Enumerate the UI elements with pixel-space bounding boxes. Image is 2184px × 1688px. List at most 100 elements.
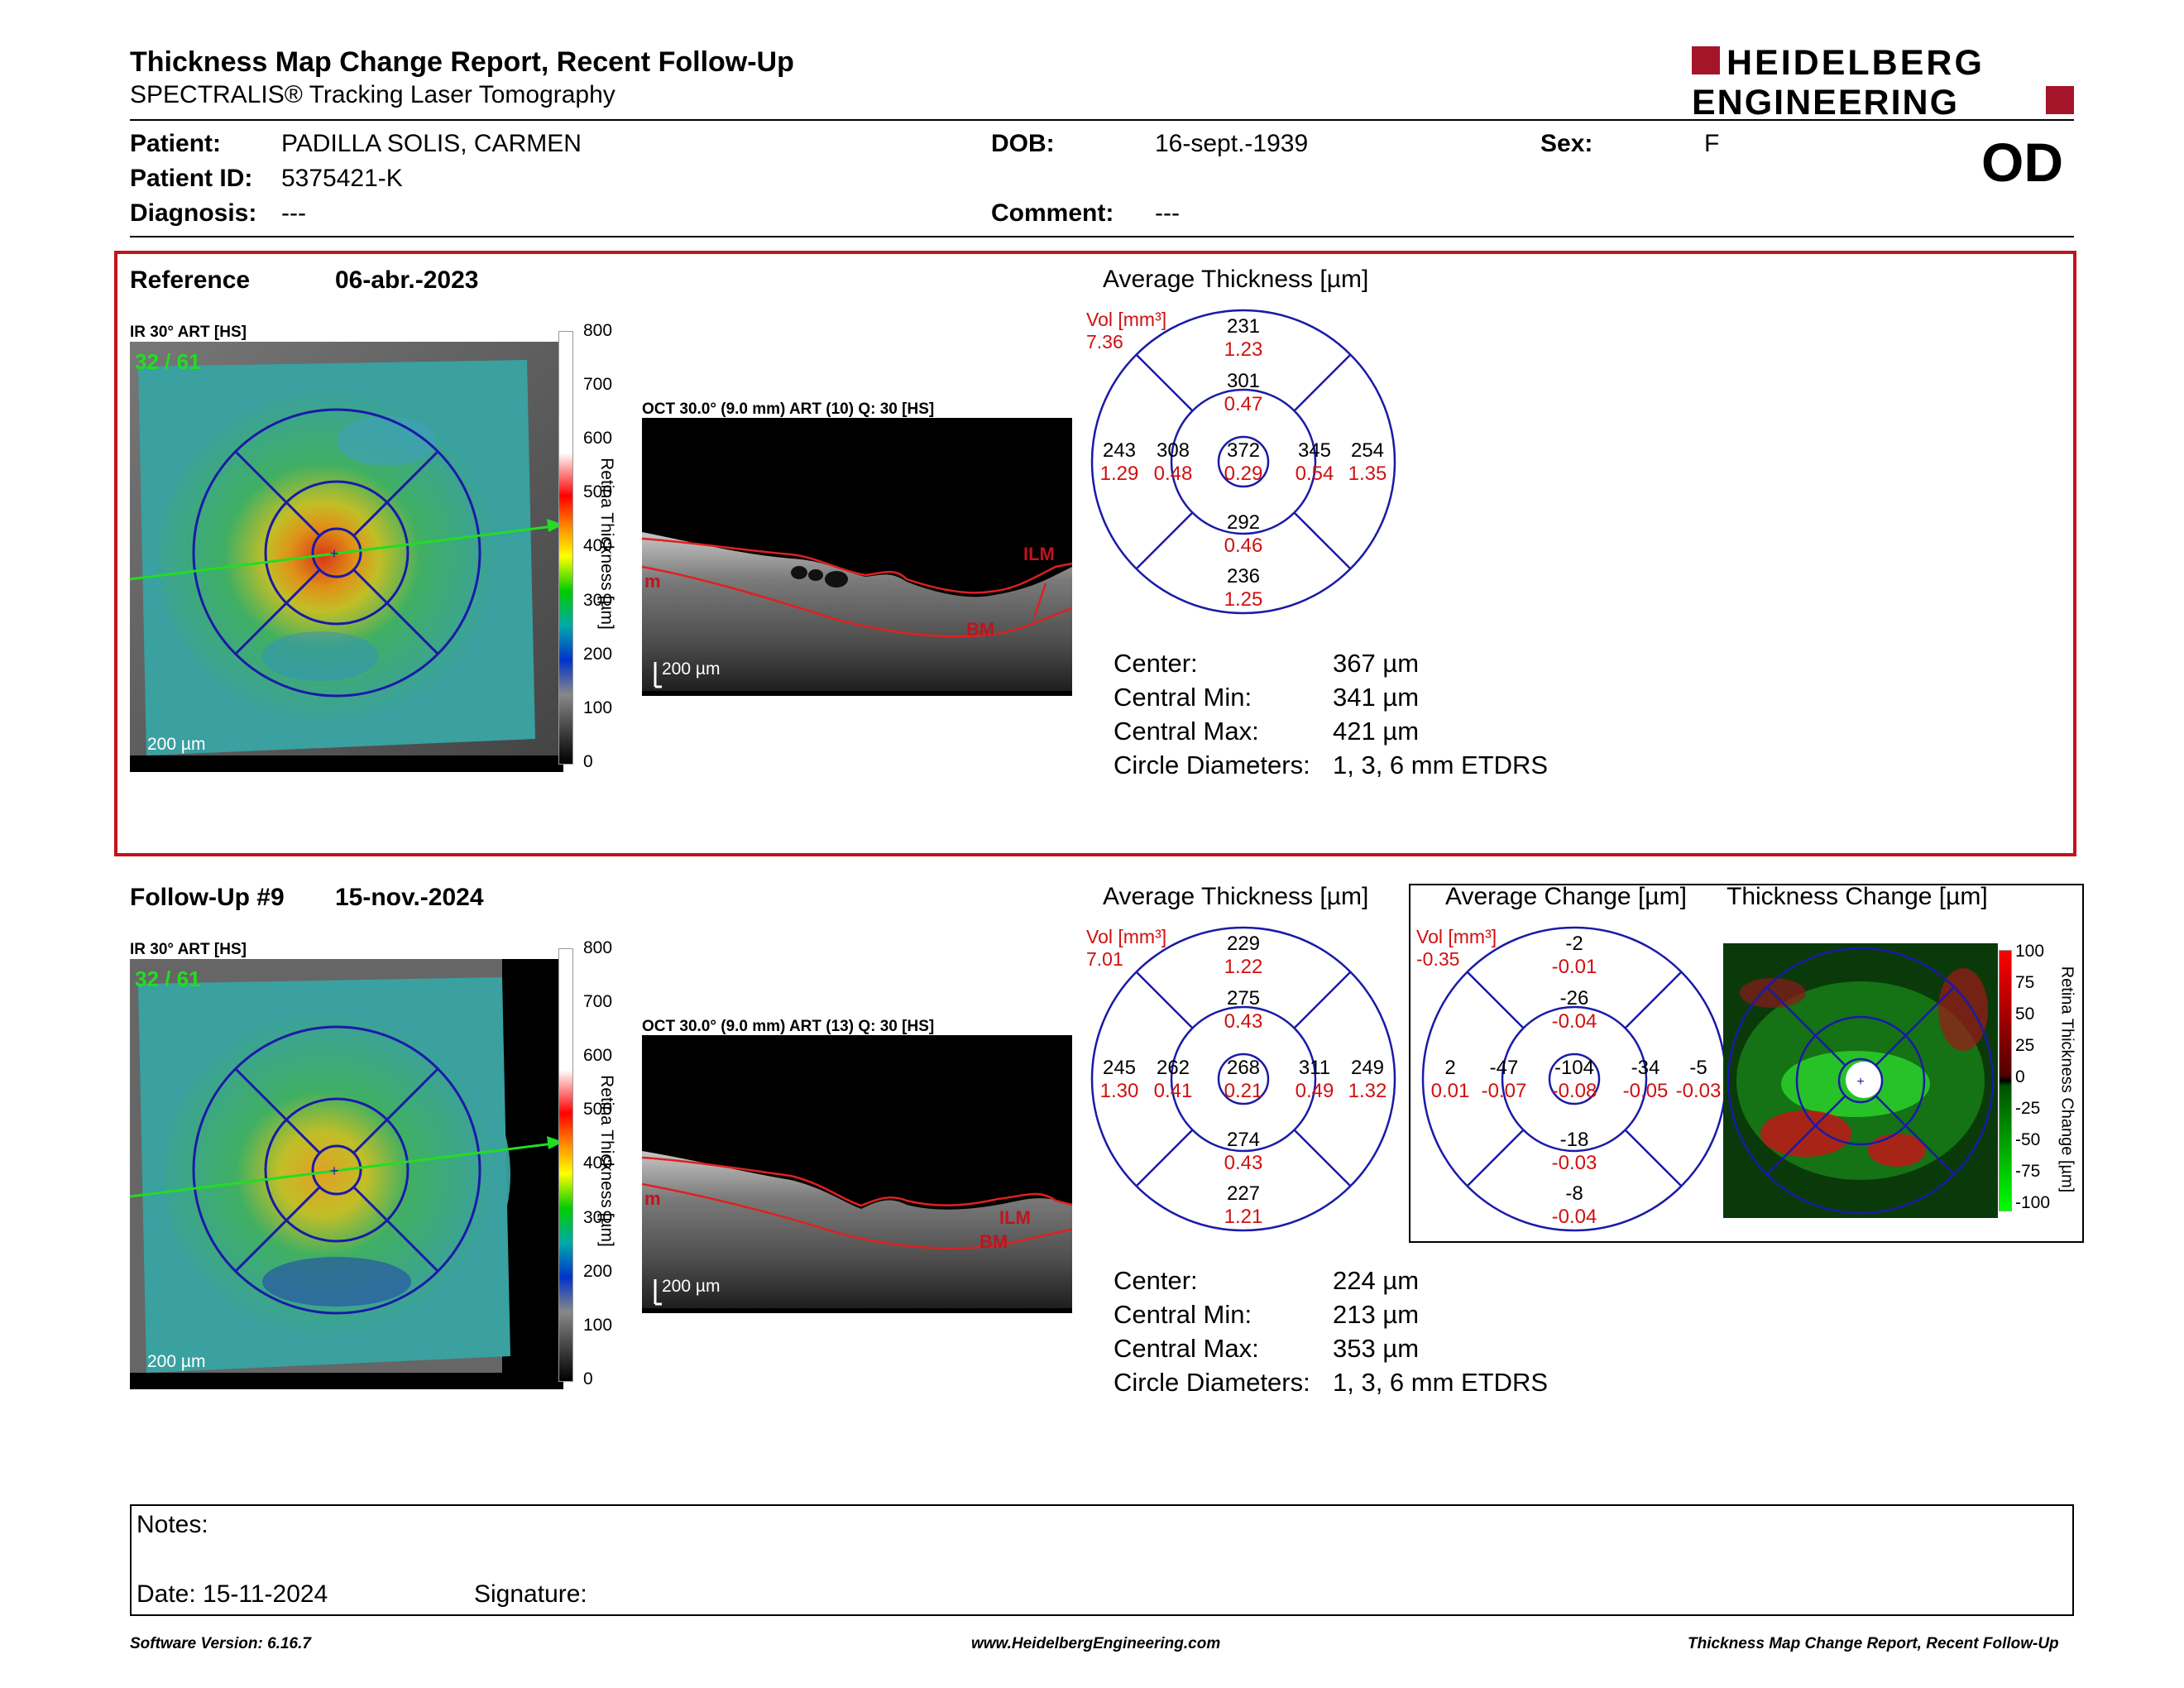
change-colorbar-tick: -25 bbox=[2015, 1099, 2041, 1118]
followup-colorbar-tick: 700 bbox=[583, 992, 613, 1011]
followup-oct-label: OCT 30.0° (9.0 mm) ART (13) Q: 30 [HS] bbox=[642, 1018, 935, 1035]
followup-date: 15-nov.-2024 bbox=[335, 884, 484, 911]
reference-colorbar-tick: 800 bbox=[583, 321, 613, 340]
followup-ir-label: IR 30° ART [HS] bbox=[130, 941, 247, 958]
followup-colorbar-tick: 400 bbox=[583, 1153, 613, 1172]
reference-stat-value: 1, 3, 6 mm ETDRS bbox=[1333, 750, 1549, 779]
thickness-change-title: Thickness Change [µm] bbox=[1727, 883, 1988, 910]
followup-fraction: 32 / 61 bbox=[135, 966, 201, 991]
change-colorbar-tick: -75 bbox=[2015, 1162, 2041, 1181]
svg-text:+: + bbox=[1856, 1075, 1864, 1089]
patient-label: Patient: bbox=[130, 130, 222, 157]
footer-software-version: Software Version: 6.16.7 bbox=[130, 1635, 311, 1652]
reference-colorbar-tick: 400 bbox=[583, 536, 613, 555]
change-grid-title: Average Change [µm] bbox=[1445, 883, 1687, 910]
patient-id: 5375421-K bbox=[281, 165, 403, 192]
reference-stat-value: 367 µm bbox=[1333, 649, 1420, 678]
svg-text:+: + bbox=[330, 545, 339, 562]
followup-etdrs-grid bbox=[1090, 925, 1397, 1233]
change-colorbar-tick: 0 bbox=[2015, 1067, 2025, 1086]
report-title: Thickness Map Change Report, Recent Foll… bbox=[130, 46, 794, 78]
followup-stat-label: Central Max: bbox=[1114, 1334, 1259, 1363]
logo-text-2: ENGINEERING bbox=[1692, 83, 1959, 119]
reference-vol-label: Vol [mm³] bbox=[1086, 309, 1167, 330]
reference-bm-label: BM bbox=[966, 619, 995, 640]
change-colorbar-title: Retina Thickness Change [µm] bbox=[2057, 966, 2076, 1193]
notes-label: Notes: bbox=[136, 1511, 208, 1538]
comment-label: Comment: bbox=[991, 199, 1114, 227]
reference-etdrs-grid bbox=[1090, 308, 1397, 616]
followup-colorbar-tick: 300 bbox=[583, 1208, 613, 1227]
change-colorbar-tick: 75 bbox=[2015, 973, 2035, 992]
reference-stat-value: 421 µm bbox=[1333, 717, 1420, 746]
diagnosis-value: --- bbox=[281, 199, 306, 227]
followup-colorbar-tick: 0 bbox=[583, 1369, 593, 1388]
reference-ilm-label: ILM bbox=[1023, 544, 1055, 564]
followup-stat-label: Central Min: bbox=[1114, 1300, 1252, 1329]
reference-colorbar-tick: 600 bbox=[583, 429, 613, 448]
notes-date: Date: 15-11-2024 bbox=[136, 1580, 328, 1608]
followup-stat-value: 224 µm bbox=[1333, 1266, 1420, 1295]
reference-colorbar-tick: 700 bbox=[583, 375, 613, 394]
comment-value: --- bbox=[1155, 199, 1180, 227]
change-colorbar-tick: -100 bbox=[2015, 1193, 2051, 1212]
sex-label: Sex: bbox=[1540, 130, 1593, 157]
followup-m-label: m bbox=[644, 1188, 661, 1209]
reference-colorbar-tick: 300 bbox=[583, 591, 613, 610]
dob-value: 16-sept.-1939 bbox=[1155, 130, 1309, 157]
patient-name: PADILLA SOLIS, CARMEN bbox=[281, 130, 582, 157]
change-colorbar-tick: 100 bbox=[2015, 942, 2045, 961]
reference-colorbar-tick: 200 bbox=[583, 645, 613, 664]
footer-website: www.HeidelbergEngineering.com bbox=[971, 1635, 1221, 1652]
reference-oct-scan bbox=[641, 418, 1073, 696]
reference-thickness-map: + bbox=[129, 342, 563, 772]
change-colorbar-tick: 25 bbox=[2015, 1036, 2035, 1055]
followup-stat-label: Center: bbox=[1114, 1266, 1198, 1295]
reference-colorbar-tick: 500 bbox=[583, 482, 613, 501]
followup-colorbar-tick: 600 bbox=[583, 1046, 613, 1065]
reference-date: 06-abr.-2023 bbox=[335, 266, 479, 294]
change-colorbar bbox=[1999, 950, 2012, 1211]
patient-id-label: Patient ID: bbox=[130, 165, 253, 192]
change-colorbar-tick: -50 bbox=[2015, 1130, 2041, 1149]
reference-stat-value: 341 µm bbox=[1333, 683, 1420, 712]
dob-label: DOB: bbox=[991, 130, 1055, 157]
reference-fraction: 32 / 61 bbox=[135, 349, 201, 374]
reference-oct-scale: 200 µm bbox=[662, 659, 721, 679]
followup-stat-value: 213 µm bbox=[1333, 1300, 1420, 1329]
reference-label: Reference bbox=[130, 266, 251, 294]
reference-grid-title: Average Thickness [µm] bbox=[1103, 266, 1369, 293]
change-vol-value: -0.35 bbox=[1416, 948, 1460, 970]
followup-stat-label: Circle Diameters: bbox=[1114, 1368, 1310, 1397]
reference-colorbar bbox=[558, 331, 573, 765]
reference-scale: 200 µm bbox=[147, 735, 206, 754]
reference-ir-label: IR 30° ART [HS] bbox=[130, 324, 247, 341]
followup-thickness-map: + bbox=[129, 959, 563, 1389]
reference-stat-label: Central Max: bbox=[1114, 717, 1259, 746]
notes-box[interactable] bbox=[130, 1504, 2074, 1616]
followup-label: Follow-Up #9 bbox=[130, 884, 285, 911]
followup-colorbar-tick: 200 bbox=[583, 1262, 613, 1281]
change-vol-label: Vol [mm³] bbox=[1416, 926, 1497, 947]
change-colorbar-tick: 50 bbox=[2015, 1005, 2035, 1024]
followup-colorbar-tick: 800 bbox=[583, 938, 613, 957]
followup-scale: 200 µm bbox=[147, 1352, 206, 1371]
followup-colorbar-title: Retina Thickness [µm] bbox=[597, 1075, 616, 1247]
signature-label: Signature: bbox=[474, 1580, 587, 1608]
followup-oct-scale: 200 µm bbox=[662, 1277, 721, 1296]
followup-vol-value: 7.01 bbox=[1086, 948, 1123, 970]
followup-stat-value: 353 µm bbox=[1333, 1334, 1420, 1363]
followup-oct-scan bbox=[641, 1035, 1073, 1313]
sex-value: F bbox=[1704, 130, 1720, 157]
logo-text-1: HEIDELBERG bbox=[1727, 43, 1985, 83]
reference-oct-label: OCT 30.0° (9.0 mm) ART (10) Q: 30 [HS] bbox=[642, 400, 935, 418]
reference-m-label: m bbox=[644, 571, 661, 592]
reference-section bbox=[114, 251, 2076, 856]
reference-colorbar-tick: 100 bbox=[583, 698, 613, 717]
eye-indicator: OD bbox=[1981, 132, 2063, 193]
followup-colorbar-tick: 500 bbox=[583, 1100, 613, 1119]
followup-grid-title: Average Thickness [µm] bbox=[1103, 883, 1369, 910]
followup-colorbar bbox=[558, 948, 573, 1382]
footer-report-name: Thickness Map Change Report, Recent Foll… bbox=[1688, 1635, 2059, 1652]
report-subtitle: SPECTRALIS® Tracking Laser Tomography bbox=[130, 81, 615, 108]
